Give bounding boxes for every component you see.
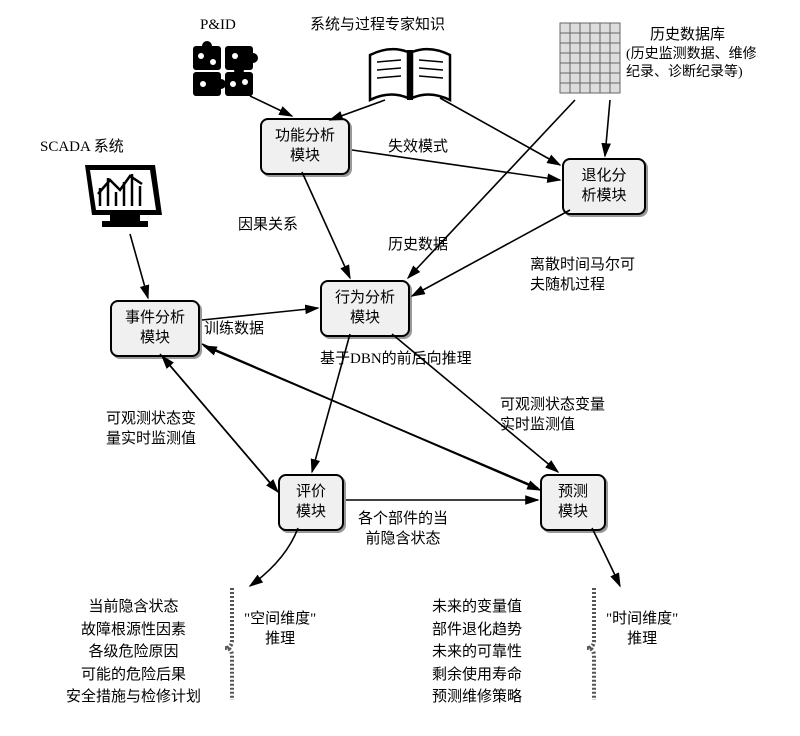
label-histdb-title: 历史数据库 — [650, 26, 725, 46]
outputs-right: 未来的变量值部件退化趋势未来的可靠性剩余使用寿命预测维修策略 — [432, 596, 522, 709]
outputs-left: 当前隐含状态故障根源性因素各级危险原因可能的危险后果安全措施与检修计划 — [66, 596, 201, 709]
label-obs-left: 可观测状态变量实时监测值 — [106, 410, 196, 449]
label-pid: P&ID — [200, 16, 236, 36]
database-icon — [555, 18, 625, 98]
label-hist-data: 历史数据 — [388, 236, 448, 256]
label-current-state: 各个部件的当前隐含状态 — [358, 510, 448, 549]
node-eval: 评价模块 — [278, 474, 344, 531]
node-event: 事件分析模块 — [110, 300, 200, 357]
puzzle-icon — [185, 38, 265, 102]
node-behavior: 行为分析模块 — [320, 280, 410, 337]
label-markov: 离散时间马尔可夫随机过程 — [530, 256, 635, 295]
node-func: 功能分析模块 — [260, 118, 350, 175]
node-predict: 预测模块 — [540, 474, 606, 531]
label-fail-mode: 失效模式 — [388, 138, 448, 158]
label-space-reason: "空间维度"推理 — [244, 610, 316, 649]
label-expert: 系统与过程专家知识 — [310, 16, 445, 36]
node-degrade: 退化分析模块 — [562, 158, 646, 215]
book-icon — [365, 40, 455, 110]
label-train: 训练数据 — [204, 320, 264, 340]
label-time-reason: "时间维度"推理 — [606, 610, 678, 649]
label-cause: 因果关系 — [238, 216, 298, 236]
label-histdb-sub: (历史监测数据、维修纪录、诊断纪录等) — [626, 46, 757, 82]
label-dbn: 基于DBN的前后向推理 — [320, 350, 472, 370]
scada-monitor-icon — [80, 160, 165, 232]
label-scada: SCADA 系统 — [40, 138, 124, 158]
label-obs-right: 可观测状态变量实时监测值 — [500, 396, 605, 435]
